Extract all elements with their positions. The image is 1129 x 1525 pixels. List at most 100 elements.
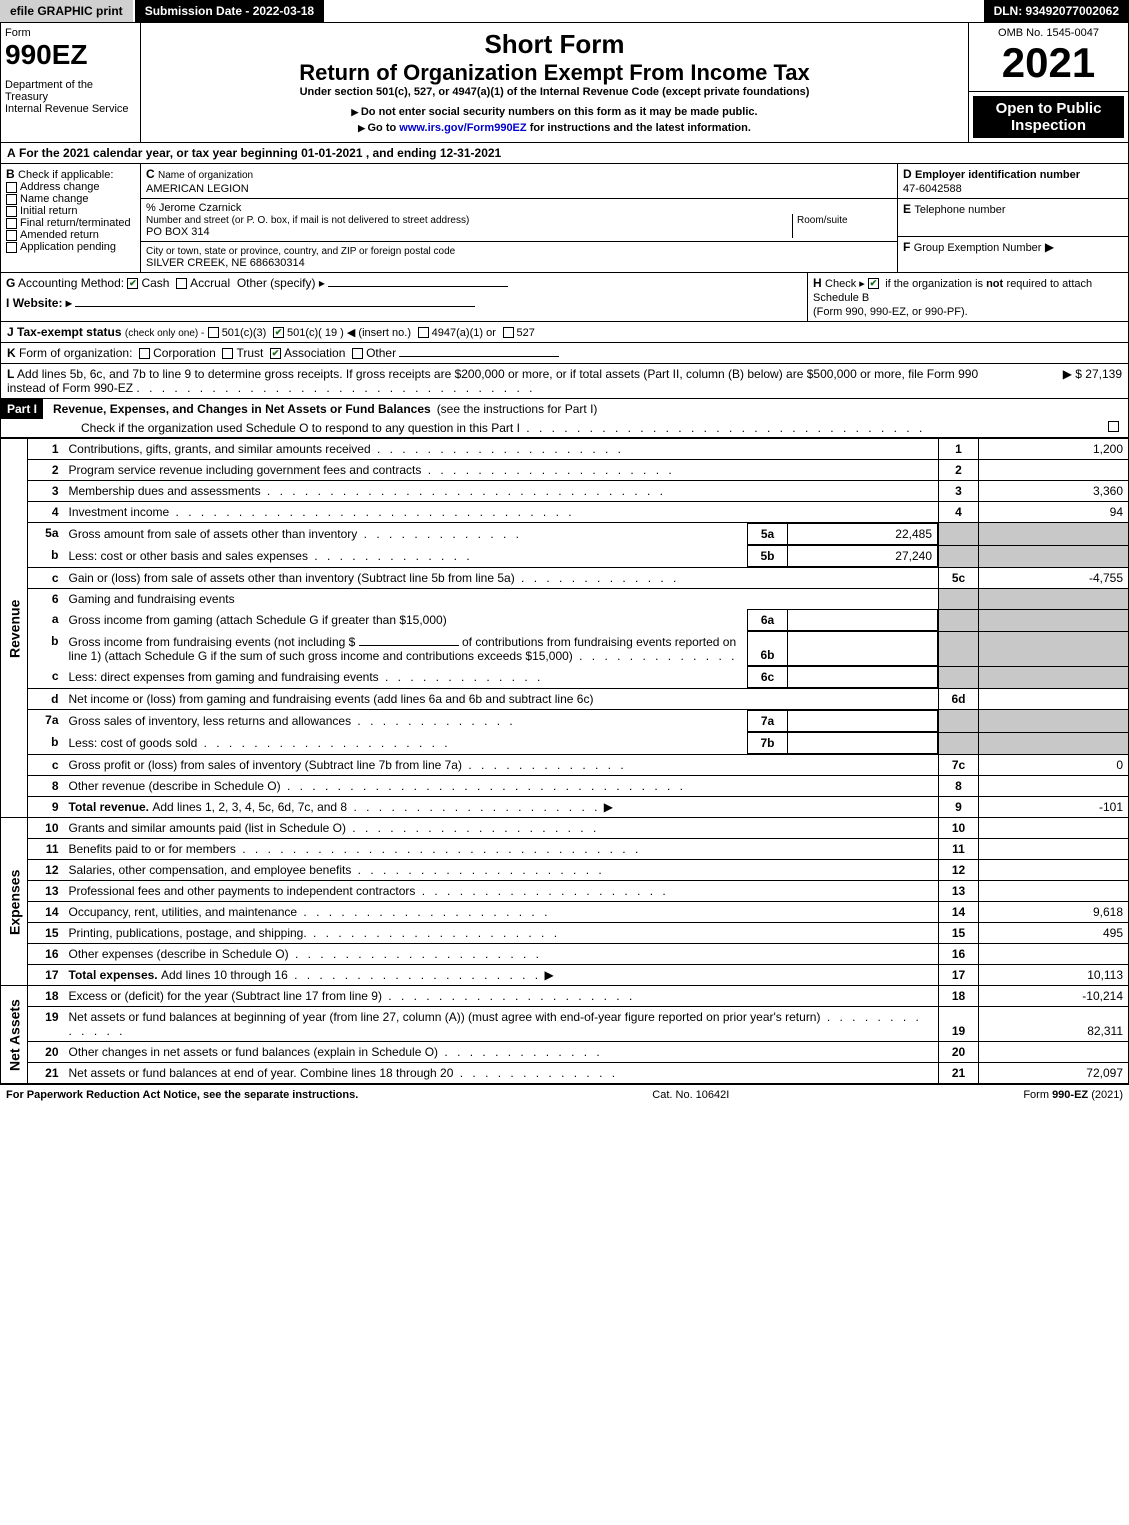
l12-val — [979, 860, 1129, 881]
checkbox-name-change[interactable] — [6, 194, 17, 205]
checkbox-initial-return[interactable] — [6, 206, 17, 217]
checkbox-other-org[interactable] — [352, 348, 363, 359]
other-specify-input[interactable] — [328, 286, 508, 287]
goto-line: Go to www.irs.gov/Form990EZ for instruct… — [147, 122, 962, 134]
l7c-text: Gross profit or (loss) from sales of inv… — [64, 755, 939, 776]
checkbox-527[interactable] — [503, 327, 514, 338]
l5b-text: Less: cost or other basis and sales expe… — [64, 546, 748, 567]
sec-a-label: A — [7, 146, 16, 160]
l7b-bl: 7b — [748, 733, 788, 754]
l2-val — [979, 460, 1129, 481]
l19-text: Net assets or fund balances at beginning… — [64, 1007, 939, 1042]
l19-rn: 19 — [939, 1007, 979, 1042]
sec-h-text3: (Form 990, 990-EZ, or 990-PF). — [813, 306, 968, 318]
opt-501c: 501(c)( 19 ) ◀ (insert no.) — [287, 327, 411, 339]
opt-application-pending: Application pending — [20, 241, 116, 253]
checkbox-cash[interactable] — [127, 278, 138, 289]
l13-num: 13 — [28, 881, 64, 902]
l14-num: 14 — [28, 902, 64, 923]
sec-h: H Check ▸ if the organization is not req… — [808, 273, 1128, 321]
checkbox-501c[interactable] — [273, 327, 284, 338]
l1-num: 1 — [28, 439, 64, 460]
checkbox-501c3[interactable] — [208, 327, 219, 338]
part1-header: Part I Revenue, Expenses, and Changes in… — [0, 399, 1129, 438]
goto-pre: Go to — [358, 122, 399, 134]
l6b-bv — [788, 632, 938, 666]
l5a-bv: 22,485 — [788, 524, 938, 545]
l6-num: 6 — [28, 589, 64, 610]
checkbox-schedule-b[interactable] — [868, 278, 879, 289]
l7c-rn: 7c — [939, 755, 979, 776]
other-org-input[interactable] — [399, 356, 559, 357]
l6b-cell: Gross income from fundraising events (no… — [64, 631, 939, 666]
org-name: AMERICAN LEGION — [146, 183, 249, 195]
l5b-bl: 5b — [748, 546, 788, 567]
l7b-shade2 — [979, 732, 1129, 755]
l5b-num: b — [28, 545, 64, 568]
checkbox-address-change[interactable] — [6, 182, 17, 193]
l7a-bv — [788, 711, 938, 732]
l15-val: 495 — [979, 923, 1129, 944]
opt-501c3: 501(c)(3) — [222, 327, 267, 339]
sec-e-text: Telephone number — [914, 204, 1005, 216]
sec-j-label: J — [7, 325, 14, 339]
l6b-contrib-input[interactable] — [359, 645, 459, 646]
l16-val — [979, 944, 1129, 965]
tax-year: 2021 — [973, 39, 1124, 87]
dept-treasury: Department of the Treasury — [5, 79, 136, 103]
opt-trust: Trust — [236, 346, 263, 360]
l5c-rn: 5c — [939, 568, 979, 589]
topbar-spacer — [326, 0, 983, 22]
l20-val — [979, 1042, 1129, 1063]
checkbox-4947[interactable] — [418, 327, 429, 338]
l6-shade1 — [939, 589, 979, 610]
l5a-shade1 — [939, 523, 979, 546]
checkbox-application-pending[interactable] — [6, 242, 17, 253]
street-value: PO BOX 314 — [146, 226, 210, 238]
l6d-num: d — [28, 689, 64, 710]
l10-rn: 10 — [939, 818, 979, 839]
checkbox-final-return[interactable] — [6, 218, 17, 229]
l6a-shade1 — [939, 609, 979, 631]
l1-rn: 1 — [939, 439, 979, 460]
l6a-cell: Gross income from gaming (attach Schedul… — [64, 609, 939, 631]
l3-rn: 3 — [939, 481, 979, 502]
header-mid-cell: Short Form Return of Organization Exempt… — [141, 23, 969, 143]
sec-k: K Form of organization: Corporation Trus… — [0, 343, 1129, 364]
under-section: Under section 501(c), 527, or 4947(a)(1)… — [147, 86, 962, 98]
l5b-bv: 27,240 — [788, 546, 938, 567]
city-label: City or town, state or province, country… — [146, 246, 455, 257]
checkbox-schedule-o[interactable] — [1108, 421, 1119, 432]
checkbox-amended-return[interactable] — [6, 230, 17, 241]
opt-amended-return: Amended return — [20, 229, 99, 241]
l6-text: Gaming and fundraising events — [64, 589, 939, 610]
omb-number: OMB No. 1545-0047 — [973, 27, 1124, 39]
l18-rn: 18 — [939, 986, 979, 1007]
l9-rn: 9 — [939, 797, 979, 818]
header-left-cell: Form 990EZ Department of the Treasury In… — [1, 23, 141, 143]
checkbox-association[interactable] — [270, 348, 281, 359]
efile-print-button[interactable]: efile GRAPHIC print — [0, 0, 135, 22]
l16-num: 16 — [28, 944, 64, 965]
l6c-shade2 — [979, 666, 1129, 689]
street-label: Number and street (or P. O. box, if mail… — [146, 215, 469, 226]
section-a-row: A For the 2021 calendar year, or tax yea… — [0, 143, 1129, 164]
website-input[interactable] — [75, 306, 475, 307]
sec-d-text: Employer identification number — [915, 169, 1080, 181]
l7a-text: Gross sales of inventory, less returns a… — [64, 711, 748, 732]
checkbox-accrual[interactable] — [176, 278, 187, 289]
sec-k-label: K — [7, 346, 16, 360]
checkbox-corporation[interactable] — [139, 348, 150, 359]
l14-text: Occupancy, rent, utilities, and maintena… — [64, 902, 939, 923]
lines-table: Revenue 1 Contributions, gifts, grants, … — [0, 438, 1129, 1084]
l8-text: Other revenue (describe in Schedule O) — [64, 776, 939, 797]
irs-link[interactable]: www.irs.gov/Form990EZ — [399, 122, 526, 134]
l7b-bv — [788, 733, 938, 754]
l2-num: 2 — [28, 460, 64, 481]
l6a-shade2 — [979, 609, 1129, 631]
city-value: SILVER CREEK, NE 686630314 — [146, 257, 305, 269]
omb-cell: OMB No. 1545-0047 2021 — [969, 23, 1129, 92]
l6-shade2 — [979, 589, 1129, 610]
checkbox-trust[interactable] — [222, 348, 233, 359]
sec-c: C Name of organization AMERICAN LEGION %… — [141, 164, 898, 272]
